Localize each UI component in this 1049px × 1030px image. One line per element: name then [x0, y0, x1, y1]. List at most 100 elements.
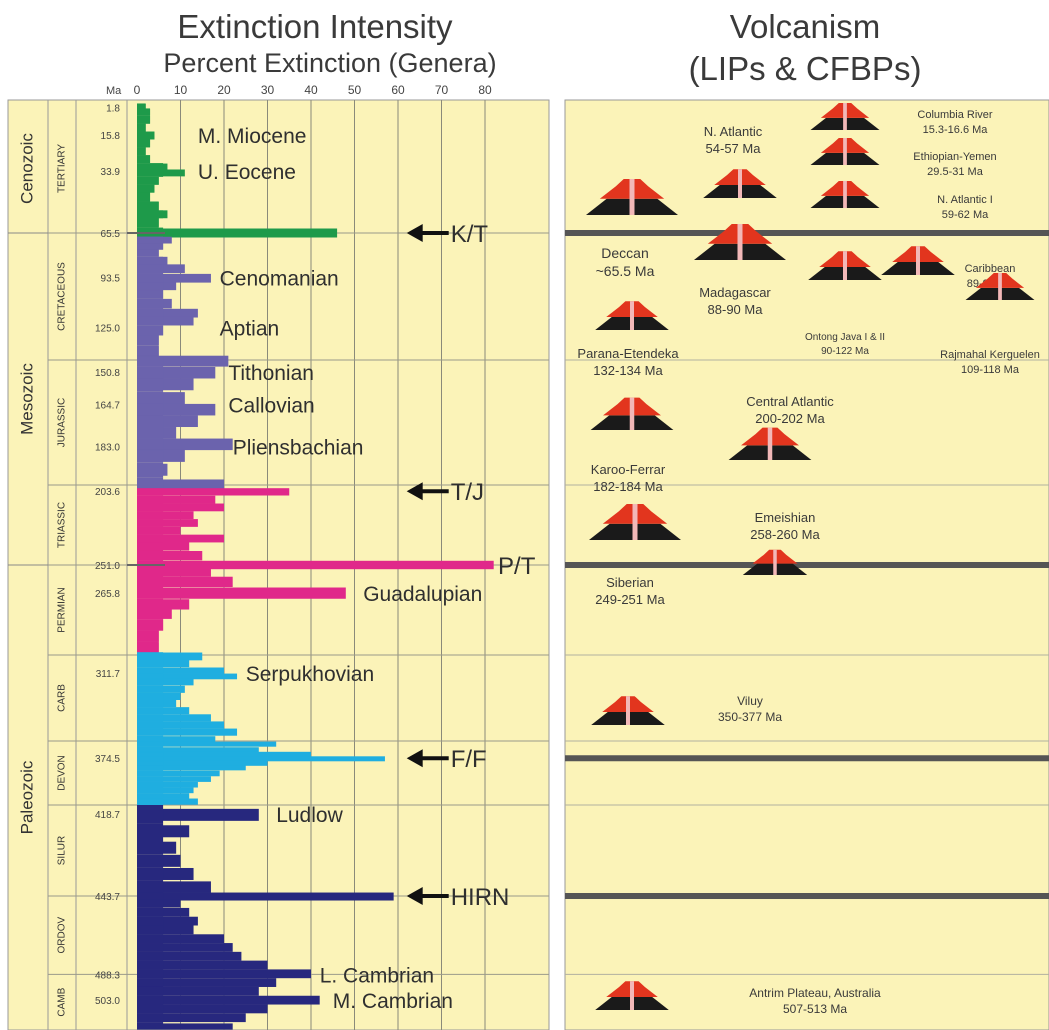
- age-label: 488.3: [95, 970, 120, 981]
- lip-age-label: 29.5-31 Ma: [927, 166, 984, 178]
- lip-name-label: Ontong Java I & II: [805, 332, 885, 343]
- age-label: 93.5: [101, 273, 121, 284]
- right-title: Volcanism: [730, 8, 880, 45]
- extinction-bar-fill: [137, 346, 159, 356]
- stage-label: Ludlow: [276, 804, 343, 827]
- era-label: Mesozoic: [17, 363, 36, 435]
- extinction-bar-fill: [137, 908, 163, 917]
- lip-name-label: Parana-Etendeka: [577, 346, 679, 361]
- stage-label: Cenomanian: [220, 267, 339, 290]
- age-label: 150.8: [95, 368, 120, 379]
- extinction-bar-fill: [137, 714, 163, 721]
- stage-label: U. Eocene: [198, 161, 296, 184]
- x-axis-unit-label: Ma: [106, 85, 122, 97]
- age-label: 503.0: [95, 996, 120, 1007]
- age-label: 203.6: [95, 487, 120, 498]
- extinction-bar-fill: [137, 496, 163, 504]
- lip-name-label: Deccan: [601, 245, 648, 261]
- lip-name-label: Siberian: [606, 575, 654, 590]
- lip-age-label: 258-260 Ma: [750, 527, 820, 542]
- period-label: TERTIARY: [57, 144, 68, 193]
- extinction-bar-fill: [137, 404, 163, 416]
- extinction-bar-fill: [137, 250, 159, 257]
- extinction-bar-fill: [137, 747, 163, 752]
- lip-age-label: 59-62 Ma: [942, 209, 989, 221]
- extinction-bar-fill: [137, 961, 163, 970]
- extinction-bar-fill: [137, 660, 163, 667]
- extinction-bar-fill: [137, 427, 163, 439]
- extinction-bar-fill: [137, 679, 163, 685]
- extinction-bar-fill: [137, 667, 163, 673]
- age-label: 251.0: [95, 561, 120, 572]
- x-tick-label: 50: [348, 83, 362, 97]
- extinction-bar-fill: [137, 943, 163, 952]
- extinction-bar-fill: [137, 201, 159, 210]
- extinction-bar-fill: [137, 867, 163, 880]
- event-label: K/T: [451, 221, 489, 248]
- lip-age-label: 200-202 Ma: [755, 411, 825, 426]
- extinction-bar-fill: [137, 766, 163, 771]
- age-label: 33.9: [101, 167, 121, 178]
- extinction-bar: [137, 756, 385, 761]
- period-label: PERMIAN: [57, 587, 68, 633]
- extinction-bar-fill: [137, 124, 146, 132]
- stage-label: Aptian: [220, 317, 280, 340]
- lip-age-label: 15.3-16.6 Ma: [923, 124, 989, 136]
- extinction-bar-fill: [137, 1005, 163, 1014]
- stage-label: Guadalupian: [363, 583, 482, 606]
- extinction-bar-fill: [137, 282, 163, 290]
- lip-age-label: ~65.5 Ma: [596, 263, 655, 279]
- extinction-bar-fill: [137, 391, 163, 404]
- age-label: 65.5: [101, 229, 121, 240]
- lip-age-label: 109-118 Ma: [961, 364, 1020, 376]
- age-label: 418.7: [95, 810, 120, 821]
- extinction-bar-fill: [137, 527, 163, 535]
- extinction-bar-fill: [137, 588, 163, 599]
- extinction-bar-fill: [137, 742, 163, 747]
- lip-age-label: 54-57 Ma: [706, 141, 762, 156]
- extinction-bar-fill: [137, 551, 163, 560]
- extinction-bar-fill: [137, 243, 163, 249]
- extinction-bar-fill: [137, 299, 163, 309]
- extinction-bar-fill: [137, 839, 163, 854]
- extinction-bar-fill: [137, 139, 150, 147]
- period-label: ORDOV: [57, 916, 68, 953]
- stage-label: Serpukhovian: [246, 663, 374, 686]
- period-label: CAMB: [57, 987, 68, 1016]
- extinction-bar-fill: [137, 542, 163, 551]
- lip-name-label: Madagascar: [699, 285, 771, 300]
- age-label: 443.7: [95, 892, 120, 903]
- extinction-bar-fill: [137, 729, 163, 736]
- extinction-bar-fill: [137, 776, 163, 782]
- extinction-bar-fill: [137, 511, 163, 519]
- event-label: F/F: [451, 746, 487, 773]
- era-label: Cenozoic: [17, 133, 36, 204]
- age-label: 164.7: [95, 400, 120, 411]
- x-tick-label: 10: [174, 83, 188, 97]
- extinction-bar-fill: [137, 987, 163, 996]
- x-tick-label: 0: [134, 83, 141, 97]
- age-label: 15.8: [101, 131, 121, 142]
- extinction-bar-fill: [137, 308, 163, 317]
- extinction-bar-fill: [137, 163, 163, 170]
- age-label: 265.8: [95, 589, 120, 600]
- extinction-bar-fill: [137, 177, 159, 185]
- extinction-bar-fill: [137, 805, 163, 823]
- extinction-bar-fill: [137, 782, 163, 788]
- extinction-bar-fill: [137, 700, 163, 707]
- stage-label: M. Miocene: [198, 125, 307, 148]
- extinction-bar-fill: [137, 631, 159, 642]
- extinction-bar-fill: [137, 463, 163, 478]
- extinction-bar-fill: [137, 788, 163, 794]
- period-label: JURASSIC: [57, 398, 68, 447]
- age-label: 1.8: [106, 104, 120, 115]
- period-label: CARB: [57, 684, 68, 712]
- x-axis-ticks: 0 10 20 30 40 50 60 70 80: [134, 83, 492, 97]
- extinction-bar-fill: [137, 693, 163, 700]
- extinction-bar-fill: [137, 109, 150, 116]
- extinction-bar-fill: [137, 926, 163, 935]
- extinction-bar-fill: [137, 378, 163, 391]
- right-subtitle: (LIPs & CFBPs): [689, 50, 922, 87]
- extinction-bar-fill: [137, 317, 163, 326]
- extinction-bar-fill: [137, 535, 163, 543]
